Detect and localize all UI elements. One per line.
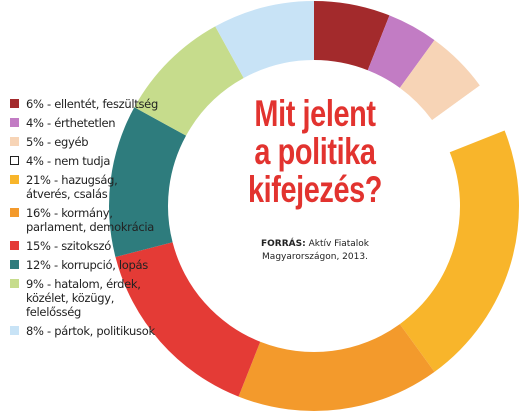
legend-swatch — [10, 175, 19, 184]
legend-swatch — [10, 99, 19, 108]
donut-slice — [215, 1, 314, 79]
donut-slice — [399, 130, 520, 372]
legend-item: 15% - szitokszó — [10, 239, 180, 253]
legend-swatch — [10, 137, 19, 146]
legend-label: 5% - egyéb — [26, 135, 89, 149]
legend-label: 9% - hatalom, érdek, közélet, közügy, fe… — [26, 277, 141, 319]
title-line: Mit jelent — [254, 93, 376, 134]
legend-label: 21% - hazugság, átverés, csalás — [26, 173, 118, 201]
legend-label: 16% - kormány, parlament, demokrácia — [26, 206, 155, 234]
donut-slice — [432, 85, 505, 153]
legend-label: 8% - pártok, politikusok — [26, 324, 155, 338]
legend-item: 4% - érthetetlen — [10, 116, 180, 130]
donut-slice — [134, 26, 244, 136]
legend-item: 9% - hatalom, érdek, közélet, közügy, fe… — [10, 277, 180, 319]
legend-item: 8% - pártok, politikusok — [10, 324, 180, 338]
donut-slice — [115, 242, 261, 397]
donut-slice — [238, 324, 435, 411]
title-line: a politika — [254, 131, 376, 172]
title-line: kifejezés? — [247, 169, 383, 210]
legend-label: 15% - szitokszó — [26, 239, 112, 253]
legend-swatch — [10, 260, 19, 269]
legend-item: 6% - ellentét, feszültség — [10, 97, 180, 111]
source-label: FORRÁS: — [261, 239, 306, 249]
legend-swatch — [10, 279, 19, 288]
legend-swatch — [10, 208, 19, 217]
legend-label: 4% - érthetetlen — [26, 116, 116, 130]
legend-label: 6% - ellentét, feszültség — [26, 97, 158, 111]
source: FORRÁS: Aktív Fiatalok Magyarországon, 2… — [250, 238, 380, 264]
legend-swatch — [10, 156, 19, 165]
legend: 6% - ellentét, feszültség 4% - érthetetle… — [10, 97, 180, 343]
legend-item: 5% - egyéb — [10, 135, 180, 149]
donut-slice — [109, 107, 187, 257]
donut-slice — [399, 40, 480, 121]
legend-label: 12% - korrupció, lopás — [26, 258, 148, 272]
legend-item: 12% - korrupció, lopás — [10, 258, 180, 272]
chart-title: Mit jelent a politika kifejezés? — [233, 95, 397, 209]
legend-item: 4% - nem tudja — [10, 154, 180, 168]
source-text: Aktív Fiatalok Magyarországon, 2013. — [262, 239, 369, 262]
legend-item: 21% - hazugság, átverés, csalás — [10, 173, 180, 201]
legend-swatch — [10, 118, 19, 127]
legend-item: 16% - kormány, parlament, demokrácia — [10, 206, 180, 234]
legend-swatch — [10, 241, 19, 250]
donut-slice — [367, 15, 435, 88]
donut-slice — [314, 1, 390, 71]
legend-label: 4% - nem tudja — [26, 154, 111, 168]
legend-swatch — [10, 326, 19, 335]
